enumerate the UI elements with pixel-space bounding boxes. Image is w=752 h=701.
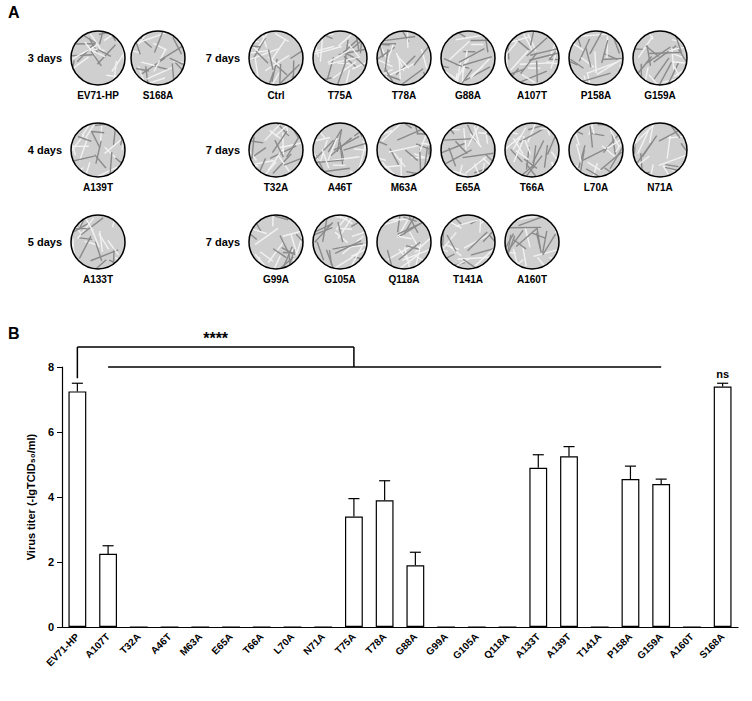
svg-text:A107T: A107T xyxy=(83,631,112,660)
svg-text:N71A: N71A xyxy=(647,182,673,193)
svg-text:A46T: A46T xyxy=(328,182,352,193)
svg-text:T66A: T66A xyxy=(520,182,544,193)
svg-text:M63A: M63A xyxy=(178,631,205,658)
svg-text:G105A: G105A xyxy=(451,631,481,661)
svg-text:7 days: 7 days xyxy=(206,52,240,64)
svg-text:T78A: T78A xyxy=(392,90,416,101)
svg-text:3 days: 3 days xyxy=(28,52,62,64)
svg-text:E65A: E65A xyxy=(455,182,480,193)
svg-text:A139T: A139T xyxy=(83,182,113,193)
svg-text:G99A: G99A xyxy=(263,274,289,285)
svg-text:8: 8 xyxy=(48,361,54,373)
svg-text:T78A: T78A xyxy=(363,631,388,656)
svg-text:L70A: L70A xyxy=(271,631,296,656)
html-text:A: A xyxy=(8,4,20,21)
svg-text:Virus titer (-lgTCID₅₀/ml): Virus titer (-lgTCID₅₀/ml) xyxy=(25,433,37,560)
svg-text:T141A: T141A xyxy=(575,631,604,660)
svg-text:A139T: A139T xyxy=(544,631,573,660)
svg-text:S168A: S168A xyxy=(143,90,174,101)
svg-text:5 days: 5 days xyxy=(28,236,62,248)
svg-text:2: 2 xyxy=(48,556,54,568)
svg-text:M63A: M63A xyxy=(391,182,418,193)
svg-text:A46T: A46T xyxy=(148,631,173,656)
svg-text:G99A: G99A xyxy=(424,631,450,657)
svg-text:A160T: A160T xyxy=(667,631,696,660)
svg-text:N71A: N71A xyxy=(301,631,327,657)
svg-text:A160T: A160T xyxy=(517,274,547,285)
svg-text:E65A: E65A xyxy=(209,631,234,656)
svg-text:A133T: A133T xyxy=(83,274,113,285)
svg-text:EV71-HP: EV71-HP xyxy=(44,631,81,668)
html-text:B: B xyxy=(8,325,20,342)
svg-text:G159A: G159A xyxy=(644,90,676,101)
svg-text:P158A: P158A xyxy=(605,631,634,660)
svg-text:T141A: T141A xyxy=(453,274,483,285)
svg-text:7 days: 7 days xyxy=(206,236,240,248)
svg-text:Ctrl: Ctrl xyxy=(267,90,284,101)
svg-text:0: 0 xyxy=(48,621,54,633)
svg-text:4 days: 4 days xyxy=(28,144,62,156)
svg-text:T75A: T75A xyxy=(328,90,352,101)
svg-text:A107T: A107T xyxy=(517,90,547,101)
svg-text:G159A: G159A xyxy=(635,631,665,661)
svg-text:A133T: A133T xyxy=(513,631,542,660)
svg-text:S168A: S168A xyxy=(697,631,726,660)
svg-text:EV71-HP: EV71-HP xyxy=(77,90,119,101)
svg-text:ns: ns xyxy=(716,368,729,380)
svg-text:G88A: G88A xyxy=(455,90,481,101)
svg-text:****: **** xyxy=(203,330,229,347)
svg-text:4: 4 xyxy=(48,491,55,503)
svg-text:T75A: T75A xyxy=(333,631,358,656)
svg-text:G105A: G105A xyxy=(324,274,356,285)
svg-text:7 days: 7 days xyxy=(206,144,240,156)
svg-text:Q118A: Q118A xyxy=(482,631,512,661)
svg-text:Q118A: Q118A xyxy=(388,274,419,285)
svg-text:T32A: T32A xyxy=(264,182,288,193)
svg-text:L70A: L70A xyxy=(584,182,608,193)
svg-text:T32A: T32A xyxy=(118,631,143,656)
svg-text:P158A: P158A xyxy=(581,90,612,101)
svg-text:G88A: G88A xyxy=(393,631,419,657)
svg-text:T66A: T66A xyxy=(241,631,266,656)
svg-text:6: 6 xyxy=(48,426,54,438)
